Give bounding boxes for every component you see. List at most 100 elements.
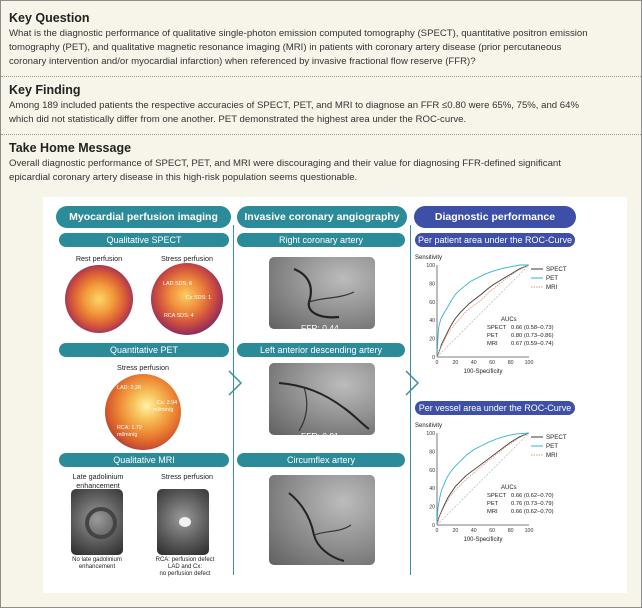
lad-vessel-drawing <box>278 382 370 432</box>
auc-heading: AUCs <box>501 485 517 491</box>
rest-perfusion-caption: Rest perfusion <box>75 254 123 263</box>
take-home-section: Take Home Message Overall diagnostic per… <box>9 141 633 185</box>
pet-label: Quantitative PET <box>59 343 229 357</box>
auc-value-spect: 0.66 (0.62–0.70) <box>511 493 554 499</box>
lge-note-line-2: enhancement <box>78 564 116 570</box>
rca-angiogram <box>269 257 375 329</box>
auc-value-mri: 0.67 (0.59–0.74) <box>511 341 554 347</box>
rca-ffr: FFR: 0.44 <box>301 323 339 333</box>
key-question-line-3: coronary intervention and/or myocardial … <box>9 56 476 68</box>
col1-header: Myocardial perfusion imaging <box>56 206 231 228</box>
key-question-section: Key Question What is the diagnostic perf… <box>9 11 633 70</box>
roc-y-tick-label: 60 <box>429 468 435 474</box>
column-separator <box>410 225 411 575</box>
roc-y-tick-label: 80 <box>429 281 435 287</box>
pet-polar-map <box>105 374 181 450</box>
key-finding-heading: Key Finding <box>9 83 81 97</box>
spect-rest-polar-map <box>65 265 133 333</box>
take-home-line-2: epicardial coronary artery disease in th… <box>9 172 358 184</box>
roc-curve-spect <box>436 432 530 526</box>
roc-y-tick-label: 0 <box>432 523 435 529</box>
auc-name-mri: MRI <box>487 341 498 347</box>
rca-vessel-drawing <box>293 267 355 319</box>
spect-rca-sds: RCA SDS: 4 <box>164 313 194 319</box>
perfusion-highlight-shape <box>179 517 191 527</box>
rca-label: Right coronary artery <box>237 233 405 247</box>
roc-y-tick-label: 80 <box>429 449 435 455</box>
chevron-right-icon <box>228 370 243 396</box>
roc-x-tick-label: 40 <box>471 360 477 366</box>
auc-value-mri: 0.66 (0.62–0.70) <box>511 509 554 515</box>
roc-y-tick-label: 100 <box>426 431 435 437</box>
auc-name-mri: MRI <box>487 509 498 515</box>
auc-name-pet: PET <box>487 333 499 339</box>
auc-name-pet: PET <box>487 501 499 507</box>
stress-perfusion-caption: Stress perfusion <box>161 254 213 263</box>
lad-ffr: FFR: 0.91 <box>301 431 339 441</box>
lad-label: Left anterior descending artery <box>237 343 405 357</box>
divider <box>1 134 641 135</box>
roc-x-tick-label: 80 <box>508 360 514 366</box>
roc-x-tick-label: 0 <box>436 360 439 366</box>
lge-caption-line-1: Late gadolinium <box>72 472 124 481</box>
roc-x-tick-label: 0 <box>436 528 439 534</box>
chevron-right-icon <box>405 370 420 396</box>
roc-x-tick-label: 20 <box>453 360 459 366</box>
mri-label: Qualitative MRI <box>59 453 229 467</box>
roc-x-axis-label: 100-Specificity <box>463 369 502 375</box>
pet-stress-caption: Stress perfusion <box>117 363 169 372</box>
key-finding-section: Key Finding Among 189 included patients … <box>9 83 633 127</box>
roc-y-axis-label: Sensitivity <box>415 423 442 429</box>
pet-cx-unit: ml/min/g <box>153 407 174 413</box>
roc-curve-spect <box>436 264 530 358</box>
auc-value-pet: 0.76 (0.73–0.79) <box>511 501 554 507</box>
lge-note-line-1: No late gadolinium <box>72 557 122 563</box>
divider <box>1 76 641 77</box>
roc-y-tick-label: 20 <box>429 505 435 511</box>
key-question-line-1: What is the diagnostic performance of qu… <box>9 28 588 39</box>
roc-y-axis-label: Sensitivity <box>415 255 442 261</box>
pet-rca-unit: ml/min/g <box>117 432 138 438</box>
take-home-heading: Take Home Message <box>9 141 132 155</box>
pet-rca-value: RCA: 1.72 <box>117 425 142 431</box>
stress-note-line-3: no perfusion defect <box>159 571 211 577</box>
pet-cx-value: Cx: 2.94 <box>157 400 178 406</box>
per-vessel-roc-chart: Sensitivity 0 20 40 60 80 100 0 20 40 60 80 100 100-S… <box>415 423 567 543</box>
spect-cx-sds: Cx SDS: 1 <box>186 295 212 301</box>
auc-value-spect: 0.66 (0.58–0.73) <box>511 325 554 331</box>
per-vessel-label: Per vessel area under the ROC-Curve <box>415 401 575 415</box>
col3-header: Diagnostic performance <box>414 206 576 228</box>
key-finding-line-1: Among 189 included patients the respecti… <box>9 100 580 111</box>
cx-angiogram <box>269 475 375 565</box>
lge-caption-line-2: enhancement <box>76 481 120 490</box>
key-finding-line-2: which did not statistically differ from … <box>9 114 467 126</box>
take-home-line-1: Overall diagnostic performance of SPECT,… <box>9 158 561 169</box>
roc-curve-pet <box>436 264 529 358</box>
roc-x-tick-label: 20 <box>453 528 459 534</box>
roc-x-tick-label: 100 <box>525 528 534 534</box>
legend-label-spect: SPECT <box>546 434 567 441</box>
roc-y-tick-label: 40 <box>429 318 435 324</box>
roc-reference-line <box>436 264 530 358</box>
roc-x-tick-label: 80 <box>508 528 514 534</box>
legend-label-spect: SPECT <box>546 266 567 273</box>
roc-y-tick-label: 40 <box>429 486 435 492</box>
lad-angiogram <box>269 363 375 435</box>
roc-x-tick-label: 60 <box>489 528 495 534</box>
stress-mri-image <box>157 489 209 555</box>
pet-lad-value: LAD: 2.26 <box>117 385 141 391</box>
legend-label-mri: MRI <box>546 452 558 459</box>
lge-mri-image <box>71 489 123 555</box>
cx-vessel-drawing <box>288 492 352 562</box>
roc-x-axis-label: 100-Specificity <box>463 537 502 543</box>
legend-label-pet: PET <box>546 275 558 282</box>
spect-lad-sds: LAD SDS: 6 <box>163 281 193 287</box>
roc-y-tick-label: 100 <box>426 263 435 269</box>
auc-name-spect: SPECT <box>487 493 507 499</box>
stress-note-line-2: LAD and Cx: <box>167 564 203 570</box>
cx-label: Circumflex artery <box>237 453 405 467</box>
roc-y-tick-label: 20 <box>429 337 435 343</box>
key-question-text: What is the diagnostic performance of qu… <box>9 27 633 70</box>
lge-ring-shape <box>85 507 117 539</box>
